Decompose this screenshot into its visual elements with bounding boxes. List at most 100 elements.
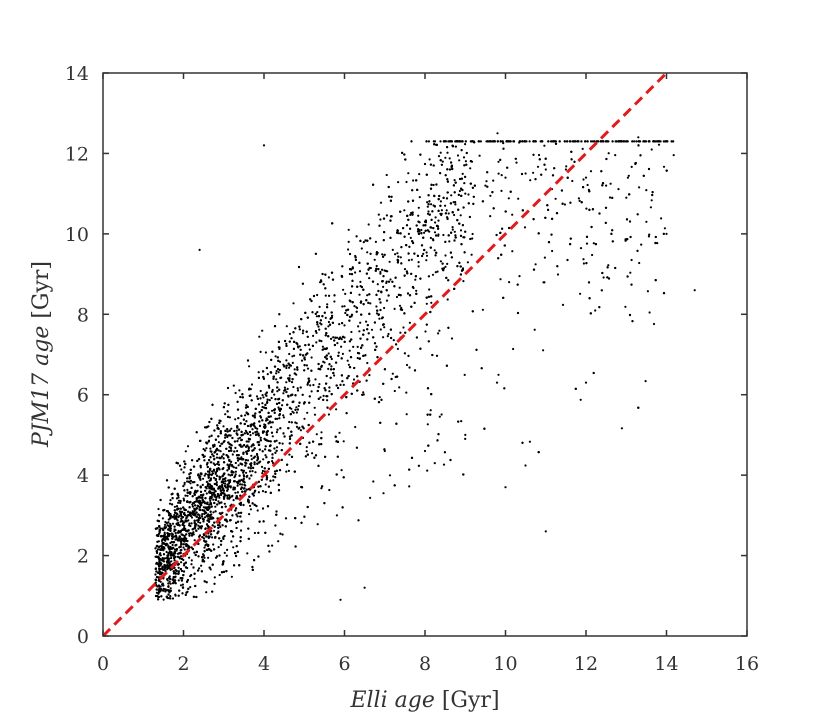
scatter-point	[470, 253, 473, 256]
scatter-point	[299, 429, 302, 432]
scatter-point	[247, 449, 250, 452]
scatter-point	[420, 228, 423, 232]
scatter-point	[190, 522, 193, 525]
scatter-point	[207, 482, 210, 485]
scatter-point	[651, 193, 654, 197]
scatter-point	[223, 496, 226, 499]
scatter-point	[459, 229, 463, 232]
scatter-point	[256, 453, 259, 457]
scatter-point	[600, 170, 603, 173]
scatter-point	[585, 207, 588, 210]
scatter-point	[416, 188, 419, 191]
scatter-point	[250, 383, 254, 386]
scatter-point	[258, 448, 261, 451]
scatter-point	[385, 299, 389, 302]
scatter-point	[264, 448, 267, 451]
scatter-point	[290, 381, 294, 384]
scatter-point	[463, 236, 466, 239]
scatter-point	[499, 278, 502, 281]
scatter-point	[292, 411, 295, 414]
scatter-point	[250, 454, 253, 457]
scatter-point	[359, 337, 362, 340]
scatter-point	[394, 253, 397, 256]
scatter-point	[322, 398, 325, 401]
scatter-point	[282, 392, 285, 395]
scatter-point	[330, 357, 333, 361]
scatter-point	[358, 352, 361, 355]
scatter-point	[382, 285, 385, 288]
scatter-point	[179, 501, 182, 504]
scatter-point	[222, 425, 225, 428]
scatter-point	[292, 347, 295, 350]
scatter-point	[579, 398, 582, 401]
scatter-point	[317, 397, 320, 400]
scatter-point	[162, 553, 166, 556]
scatter-point	[354, 425, 357, 429]
scatter-point	[218, 496, 221, 499]
scatter-point	[518, 275, 521, 278]
scatter-point	[275, 439, 278, 442]
scatter-point	[239, 436, 242, 439]
scatter-point	[279, 427, 282, 430]
scatter-point	[215, 456, 219, 459]
scatter-point	[478, 154, 481, 157]
scatter-point	[636, 249, 639, 252]
scatter-point	[304, 311, 307, 314]
scatter-point	[189, 482, 192, 485]
scatter-point	[386, 335, 389, 338]
scatter-point	[235, 513, 238, 516]
scatter-point	[274, 355, 277, 358]
scatter-point	[511, 213, 514, 216]
scatter-point	[233, 429, 236, 433]
scatter-point	[376, 309, 379, 312]
scatter-point	[253, 461, 256, 464]
scatter-point	[225, 554, 228, 557]
scatter-point	[243, 432, 246, 435]
scatter-point	[443, 451, 446, 454]
scatter-point	[280, 449, 283, 452]
scatter-point	[524, 172, 527, 175]
scatter-point	[245, 471, 248, 474]
scatter-point	[182, 485, 185, 488]
scatter-point	[240, 520, 243, 523]
scatter-point	[223, 402, 226, 405]
scatter-point	[206, 465, 209, 469]
scatter-point	[327, 367, 330, 370]
scatter-point	[257, 480, 260, 483]
scatter-point	[556, 265, 559, 268]
scatter-point	[216, 462, 219, 466]
scatter-point	[186, 445, 190, 448]
scatter-point	[375, 305, 378, 308]
scatter-point	[195, 431, 198, 434]
scatter-point	[643, 140, 646, 143]
scatter-point	[154, 573, 157, 576]
scatter-point	[219, 543, 223, 546]
scatter-point	[389, 215, 393, 218]
scatter-point	[313, 406, 316, 409]
scatter-point	[665, 232, 668, 235]
scatter-point	[178, 589, 181, 592]
scatter-point	[605, 184, 608, 187]
scatter-point	[261, 402, 264, 405]
scatter-point	[206, 484, 209, 488]
scatter-point	[311, 452, 314, 455]
scatter-point	[350, 273, 354, 276]
scatter-point	[201, 536, 204, 539]
scatter-point	[191, 459, 194, 462]
scatter-point	[238, 474, 241, 477]
scatter-point	[223, 440, 226, 443]
scatter-point	[179, 513, 183, 516]
scatter-point	[349, 356, 353, 359]
scatter-point	[213, 521, 216, 524]
scatter-point	[183, 466, 186, 469]
scatter-point	[617, 188, 620, 191]
scatter-point	[262, 458, 265, 461]
scatter-point	[405, 270, 408, 273]
scatter-point	[383, 449, 386, 453]
scatter-point	[606, 276, 609, 279]
scatter-point	[415, 224, 418, 227]
scatter-point	[311, 311, 314, 314]
scatter-point	[340, 338, 343, 341]
scatter-point	[376, 283, 379, 286]
scatter-point	[464, 160, 467, 163]
